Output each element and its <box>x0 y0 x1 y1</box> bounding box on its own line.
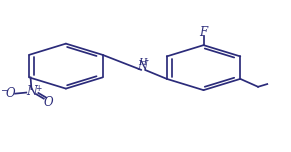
Text: N: N <box>138 60 148 73</box>
Text: −: − <box>0 85 7 94</box>
Text: N: N <box>26 85 37 98</box>
Text: O: O <box>43 96 53 109</box>
Text: +: + <box>36 84 42 93</box>
Text: F: F <box>199 26 207 39</box>
Text: H: H <box>139 58 147 67</box>
Text: O: O <box>6 87 16 100</box>
